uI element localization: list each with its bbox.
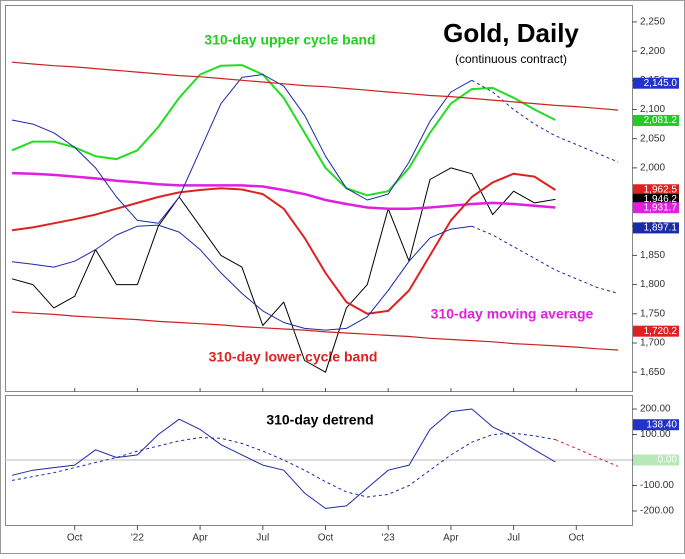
series-line — [11, 167, 556, 373]
price-label-box — [633, 454, 679, 466]
y-tick-label: 1,650 — [640, 367, 665, 378]
series-line — [471, 225, 619, 294]
x-tick-label: Jul — [256, 533, 269, 544]
y-tick-label: 200.00 — [640, 404, 671, 415]
x-tick-label: Oct — [318, 533, 334, 544]
series-line — [11, 408, 556, 509]
x-tick-label: '22 — [131, 533, 144, 544]
series-line — [11, 432, 556, 498]
main-panel — [5, 5, 633, 392]
price-label-box — [633, 193, 679, 205]
y-tick-label: 1,850 — [640, 250, 665, 261]
detrend-title: 310-day detrend — [266, 412, 373, 428]
series-line — [11, 61, 619, 111]
series-line — [11, 64, 556, 197]
y-tick-label: 2,000 — [640, 162, 665, 173]
series-line — [11, 224, 472, 331]
series-line — [11, 311, 619, 351]
ma-label: 310-day moving average — [431, 306, 594, 322]
y-tick-label: 2,200 — [640, 46, 665, 57]
y-tick-label: 1,750 — [640, 308, 665, 319]
x-tick-label: Apr — [192, 533, 208, 544]
y-tick-label: -100.00 — [640, 480, 674, 491]
x-tick-label: Jul — [507, 533, 520, 544]
x-tick-label: Oct — [569, 533, 585, 544]
price-label: 1,946.2 — [644, 194, 678, 205]
y-tick-label: 2,050 — [640, 133, 665, 144]
y-tick-label: 100.00 — [640, 429, 671, 440]
series-line — [11, 172, 556, 315]
x-tick-label: Oct — [67, 533, 83, 544]
price-label: 1,720.2 — [644, 326, 678, 337]
price-label: 0.00 — [658, 455, 678, 466]
subtitle: (continuous contract) — [455, 52, 567, 66]
price-label-box — [633, 184, 679, 196]
y-tick-label: 1,700 — [640, 338, 665, 349]
price-label: 1,931.7 — [644, 202, 678, 213]
series-line — [11, 74, 473, 224]
price-label: 1,962.5 — [644, 184, 678, 195]
y-tick-label: 2,250 — [640, 17, 665, 28]
y-tick-label: 1,800 — [640, 279, 665, 290]
price-label-box — [633, 222, 679, 234]
price-label-box — [633, 114, 679, 126]
x-tick-label: '23 — [382, 533, 395, 544]
x-tick-label: Apr — [443, 533, 459, 544]
price-label: 138.40 — [646, 419, 677, 430]
price-label-box — [633, 202, 679, 214]
series-line — [555, 439, 619, 467]
y-tick-label: 2,100 — [640, 104, 665, 115]
price-label: 2,145.0 — [644, 78, 678, 89]
price-label: 2,081.2 — [644, 115, 678, 126]
lower-band-label: 310-day lower cycle band — [209, 349, 378, 365]
upper-band-label: 310-day upper cycle band — [204, 32, 375, 48]
price-label-box — [633, 325, 679, 337]
chart-title: Gold, Daily — [443, 18, 579, 48]
price-label-box — [633, 419, 679, 431]
y-tick-label: -200.00 — [640, 506, 674, 517]
price-label-box — [633, 77, 679, 89]
price-label: 1,897.1 — [644, 223, 678, 234]
